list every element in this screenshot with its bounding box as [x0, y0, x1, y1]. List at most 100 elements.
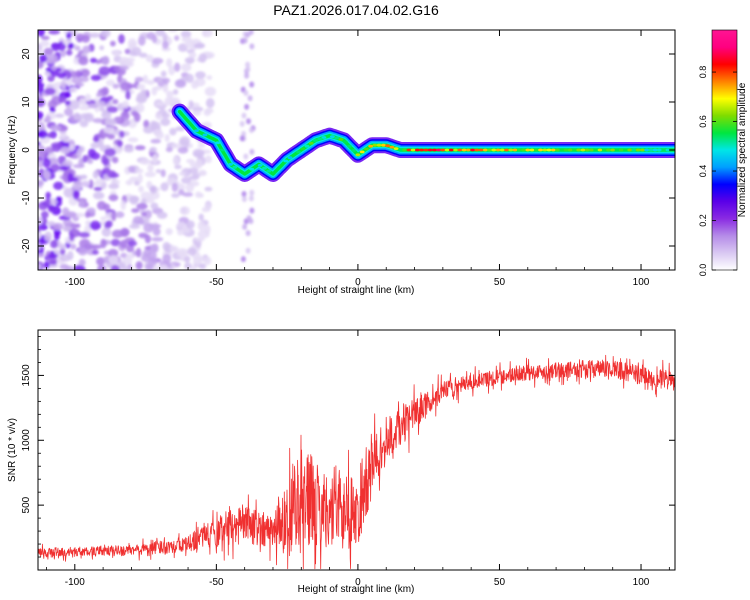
- noise-blob: [75, 82, 85, 87]
- ridge-core: [657, 148, 662, 152]
- noise-blob: [69, 86, 78, 93]
- noise-blob: [42, 158, 51, 168]
- noise-blob: [108, 194, 119, 202]
- noise-blob: [38, 225, 42, 233]
- noise-blob: [155, 169, 162, 174]
- ridge-core: [584, 148, 590, 152]
- spectrogram-x-axis: -100 -50 0 50 100: [46, 30, 670, 288]
- ridge-core: [372, 143, 378, 147]
- noise-blob: [80, 69, 91, 77]
- noise-blob: [90, 57, 97, 64]
- snr-frame: [37, 329, 676, 571]
- noise-blob: [126, 244, 135, 253]
- noise-blob: [79, 76, 90, 83]
- noise-blob: [134, 145, 146, 151]
- noise-blob: [136, 219, 145, 225]
- noise-blob: [177, 183, 186, 191]
- noise-blob: [38, 121, 45, 132]
- noise-blob: [181, 177, 192, 184]
- noise-blob: [78, 145, 85, 153]
- noise-blob: [135, 103, 145, 113]
- spec-x-tick-label: -50: [209, 277, 224, 288]
- noise-blob: [104, 148, 116, 157]
- noise-blob: [105, 79, 115, 87]
- figure-title: PAZ1.2026.017.04.02.G16: [273, 2, 439, 18]
- noise-blob: [180, 30, 192, 38]
- noise-blob: [193, 43, 205, 49]
- noise-blob: [89, 220, 102, 231]
- noise-blob: [168, 30, 178, 33]
- noise-blob: [72, 164, 85, 169]
- snr-x-tick-label: -50: [209, 577, 224, 588]
- ridge-core: [232, 165, 238, 169]
- noise-blob: [39, 54, 48, 63]
- noise-blob: [149, 146, 157, 153]
- noise-blob: [50, 240, 58, 249]
- ridge-core: [308, 141, 314, 145]
- noise-blob: [111, 229, 124, 238]
- noise-blob: [95, 100, 106, 108]
- noise-blob: [159, 264, 169, 270]
- noise-blob: [55, 196, 63, 202]
- ridge-core: [470, 148, 475, 152]
- spec-y-tick-label: 20: [21, 48, 32, 60]
- noise-blob: [160, 112, 170, 119]
- noise-blob: [79, 120, 89, 128]
- noise-blob: [62, 218, 73, 227]
- ridge-core: [661, 148, 667, 152]
- noise-blob: [198, 53, 207, 63]
- ridge-core: [580, 148, 586, 152]
- noise-blob: [69, 232, 75, 242]
- snr-x-label: Height of straight line (km): [298, 584, 415, 595]
- noise-blob: [102, 167, 111, 174]
- noise-blob: [88, 179, 94, 189]
- colorbar-tick-label: 0.6: [698, 115, 708, 128]
- ridge-core: [597, 148, 603, 152]
- snr-y-label: SNR (10 * v/v): [7, 418, 18, 482]
- noise-blob: [160, 118, 171, 126]
- noise-blob: [162, 241, 171, 251]
- noise-blob: [137, 173, 143, 184]
- ridge-core: [427, 148, 433, 152]
- ridge-core: [296, 150, 301, 154]
- noise-blob: [92, 118, 104, 124]
- noise-blob: [50, 42, 61, 49]
- noise-blob: [104, 118, 117, 126]
- noise-blob: [145, 251, 157, 260]
- noise-blob: [108, 255, 119, 265]
- noise-blob: [156, 211, 168, 219]
- noise-blob: [129, 195, 139, 205]
- noise-blob: [50, 163, 60, 172]
- ridge-core: [317, 137, 323, 141]
- noise-blob: [38, 263, 42, 270]
- ridge-core: [364, 147, 369, 151]
- noise-blob: [136, 168, 144, 174]
- noise-blob: [161, 77, 170, 84]
- ridge-core: [262, 166, 267, 170]
- ridge-core: [355, 153, 361, 157]
- noise-blob: [125, 253, 135, 259]
- ridge-core: [521, 148, 526, 152]
- ridge-core: [202, 133, 208, 137]
- noise-blob: [239, 120, 245, 127]
- ridge-core: [525, 148, 531, 152]
- noise-blob: [107, 95, 114, 101]
- noise-blob: [179, 136, 191, 146]
- noise-blob: [52, 222, 64, 231]
- noise-blob: [82, 45, 91, 54]
- ridge-core: [228, 163, 233, 166]
- noise-blob: [241, 196, 247, 203]
- ridge-core: [559, 148, 565, 152]
- noise-blob: [198, 169, 207, 177]
- noise-blob: [245, 230, 251, 237]
- noise-blob: [60, 146, 71, 155]
- noise-blob: [174, 79, 187, 88]
- noise-blob: [38, 201, 49, 211]
- noise-blob: [146, 79, 155, 85]
- noise-blob: [174, 164, 182, 170]
- noise-blob: [68, 177, 79, 182]
- noise-blob: [39, 40, 50, 47]
- ridge-core: [359, 150, 365, 154]
- noise-blob: [147, 164, 154, 172]
